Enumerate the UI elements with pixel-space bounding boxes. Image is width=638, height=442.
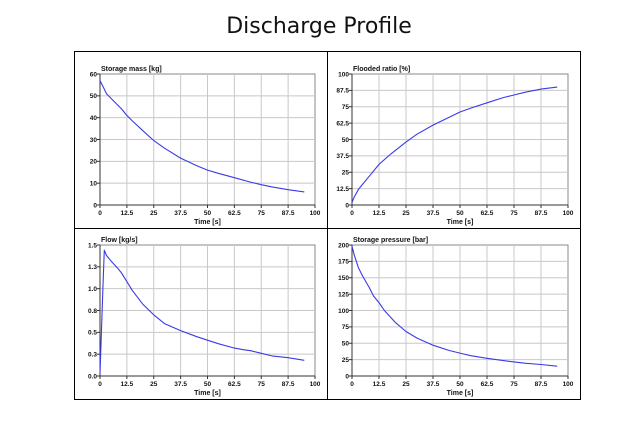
- x-tick-label: 0: [98, 381, 102, 388]
- x-tick-label: 25: [402, 210, 410, 217]
- y-tick-label: 87.5: [336, 88, 349, 95]
- x-tick-label: 12.5: [373, 381, 386, 388]
- y-tick-label: 50: [342, 137, 350, 144]
- chart-panel-4: 0 12.5 25 37.5 50 62.5 75 87.5 100 0 25 50 75 100 125 1…: [338, 237, 574, 397]
- chart-title: Storage pressure [bar]: [353, 237, 428, 244]
- y-tick-label: 150: [338, 275, 349, 282]
- x-tick-label: 100: [563, 210, 574, 217]
- chart-title: Flow [kg/s]: [101, 237, 138, 244]
- x-tick-label: 100: [310, 210, 321, 217]
- y-tick-label: 10: [90, 180, 98, 187]
- y-tick-label: 0.5: [88, 330, 97, 337]
- chart-panel-1: 0 12.5 25 37.5 50 62.5 75 87.5 100 0 10 20 30 40 50 60S…: [90, 66, 321, 226]
- y-tick-label: 100: [338, 308, 349, 315]
- y-tick-label: 75: [342, 104, 350, 111]
- y-tick-label: 0.0: [88, 373, 97, 380]
- x-tick-label: 25: [150, 210, 158, 217]
- x-tick-label: 87.5: [282, 381, 295, 388]
- y-tick-label: 200: [338, 242, 349, 249]
- y-tick-label: 25: [342, 170, 350, 177]
- y-tick-label: 75: [342, 324, 350, 331]
- x-tick-label: 25: [150, 381, 158, 388]
- y-tick-label: 1.5: [88, 242, 97, 249]
- x-tick-label: 50: [204, 210, 212, 217]
- y-tick-label: 30: [90, 137, 98, 144]
- series-line-flow: [99, 249, 305, 374]
- y-tick-label: 1.3: [88, 264, 97, 271]
- x-tick-label: 50: [456, 381, 464, 388]
- y-tick-label: 0.8: [88, 308, 97, 315]
- x-tick-label: 0: [350, 210, 354, 217]
- chart-panel-2: 0 12.5 25 37.5 50 62.5 75 87.5 100 0 12.5 25 37.5 50 6…: [336, 66, 573, 226]
- series-line-storage-mass: [99, 80, 305, 193]
- y-tick-label: 62.5: [336, 120, 349, 127]
- y-tick-label: 50: [342, 341, 350, 348]
- x-tick-label: 87.5: [535, 210, 548, 217]
- chart-title: Flooded ratio [%]: [353, 66, 410, 73]
- x-axis-label: Time [s]: [194, 219, 221, 226]
- y-tick-label: 50: [90, 93, 98, 100]
- x-tick-label: 12.5: [121, 381, 134, 388]
- y-tick-label: 60: [90, 71, 98, 78]
- y-tick-label: 100: [338, 71, 349, 78]
- x-axis-label: Time [s]: [194, 390, 221, 397]
- y-tick-label: 125: [338, 291, 349, 298]
- x-tick-label: 12.5: [121, 210, 134, 217]
- x-tick-label: 50: [204, 381, 212, 388]
- x-tick-label: 87.5: [282, 210, 295, 217]
- y-tick-label: 37.5: [336, 153, 349, 160]
- x-tick-label: 87.5: [535, 381, 548, 388]
- series-line-storage-pressure: [351, 246, 558, 367]
- chart-title: Storage mass [kg]: [101, 66, 162, 73]
- x-tick-label: 37.5: [174, 210, 187, 217]
- x-tick-label: 50: [456, 210, 464, 217]
- x-tick-label: 62.5: [228, 381, 241, 388]
- x-tick-label: 75: [258, 381, 266, 388]
- x-tick-label: 37.5: [174, 381, 187, 388]
- x-axis-label: Time [s]: [447, 390, 474, 397]
- series-line-flooded-ratio: [351, 86, 558, 203]
- y-tick-label: 40: [90, 115, 98, 122]
- x-tick-label: 75: [510, 210, 518, 217]
- x-tick-label: 100: [563, 381, 574, 388]
- x-tick-label: 37.5: [427, 210, 440, 217]
- x-tick-label: 100: [310, 381, 321, 388]
- x-tick-label: 62.5: [481, 210, 494, 217]
- x-axis-label: Time [s]: [447, 219, 474, 226]
- y-tick-label: 20: [90, 159, 98, 166]
- x-tick-label: 62.5: [228, 210, 241, 217]
- x-tick-label: 75: [258, 210, 266, 217]
- y-tick-label: 0: [93, 202, 97, 209]
- chart-panel-3: 0 12.5 25 37.5 50 62.5 75 87.5 100 0.0 0.3 0.5 0.8 1.…: [88, 237, 321, 397]
- x-tick-label: 62.5: [481, 381, 494, 388]
- y-tick-label: 25: [342, 357, 350, 364]
- y-tick-label: 175: [338, 259, 349, 266]
- y-tick-label: 12.5: [336, 186, 349, 193]
- x-tick-label: 75: [510, 381, 518, 388]
- x-tick-label: 37.5: [427, 381, 440, 388]
- y-tick-label: 0: [345, 202, 349, 209]
- y-tick-label: 0.3: [88, 351, 97, 358]
- x-tick-label: 25: [402, 381, 410, 388]
- x-tick-label: 12.5: [373, 210, 386, 217]
- x-tick-label: 0: [98, 210, 102, 217]
- y-tick-label: 0: [345, 373, 349, 380]
- x-tick-label: 0: [350, 381, 354, 388]
- page-title: Discharge Profile: [226, 14, 412, 39]
- y-tick-label: 1.0: [88, 286, 97, 293]
